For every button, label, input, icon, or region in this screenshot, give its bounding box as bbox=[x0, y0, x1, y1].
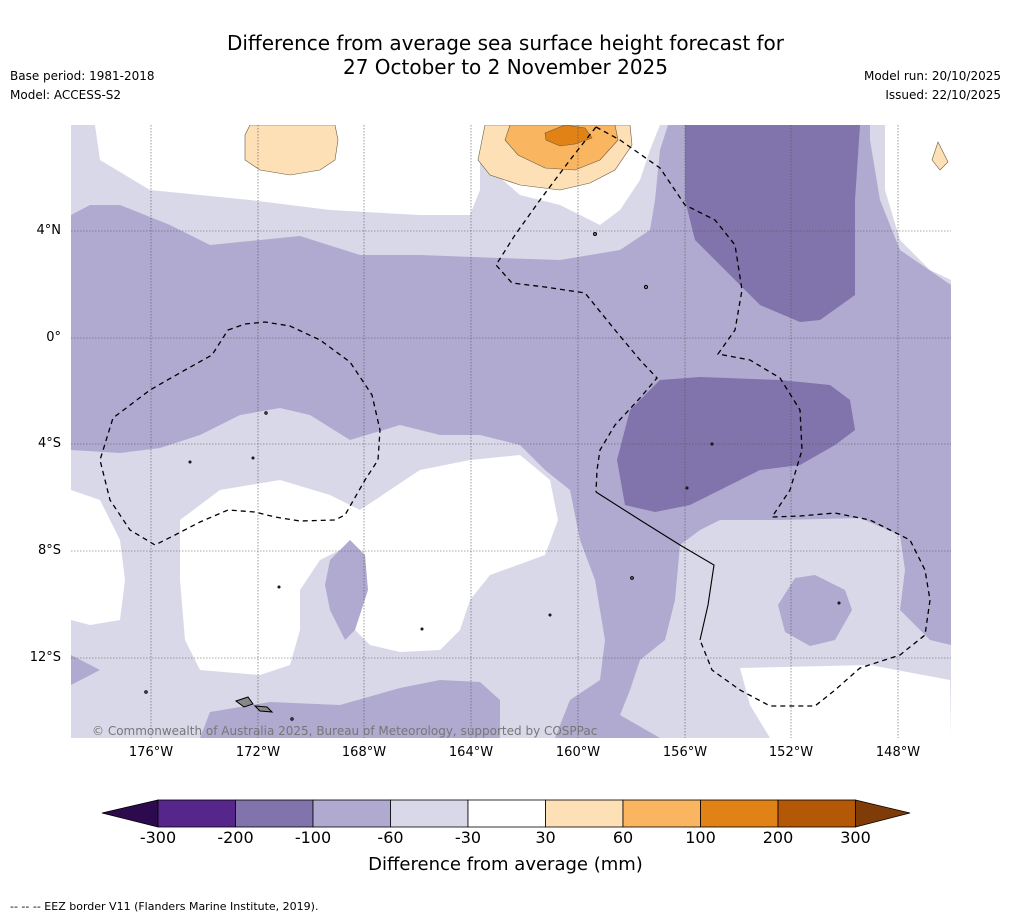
eez-solid-border bbox=[595, 491, 715, 641]
band-neg60-neg100-blob-east bbox=[778, 575, 852, 646]
lon-label-172w: 172°W bbox=[235, 745, 281, 760]
island-samoa-1 bbox=[234, 696, 254, 708]
title-line-1: Difference from average sea surface heig… bbox=[226, 31, 785, 55]
lon-label-164w: 164°W bbox=[448, 745, 494, 760]
island-dot bbox=[188, 460, 192, 464]
island-dot bbox=[630, 576, 634, 580]
band-neg100-neg200-central bbox=[617, 377, 855, 512]
colorbar-swatch-8 bbox=[700, 799, 779, 828]
band-neg60-neg100-southwest bbox=[71, 655, 100, 685]
colorbar-swatch-5 bbox=[467, 799, 546, 828]
colorbar-swatch-3 bbox=[312, 799, 391, 828]
issued-text: Issued: 22/10/2025 bbox=[885, 88, 1001, 102]
model-text: Model: ACCESS-S2 bbox=[10, 88, 122, 102]
colorbar-swatch-6 bbox=[545, 799, 624, 828]
title-line-2: 27 October to 2 November 2025 bbox=[342, 55, 669, 79]
band-neutral-south bbox=[180, 455, 558, 675]
eez-footnote: -- -- -- EEZ border V11 (Flanders Marine… bbox=[10, 900, 319, 913]
island-dot bbox=[710, 442, 714, 446]
colorbar-swatch-7 bbox=[622, 799, 701, 828]
lat-label-8s: 8°S bbox=[37, 543, 61, 558]
graticule bbox=[71, 125, 951, 738]
band-neutral-northeast bbox=[885, 125, 951, 280]
colorbar-tick-label: -100 bbox=[294, 828, 332, 847]
colorbar-tick-label: 100 bbox=[685, 828, 716, 847]
colorbar-swatch-2 bbox=[235, 799, 314, 828]
lat-label-12s: 12°S bbox=[29, 650, 61, 665]
lat-label-4s: 4°S bbox=[37, 436, 61, 451]
colorbar-tick-label: -300 bbox=[139, 828, 177, 847]
eez-kiribati-line-north bbox=[595, 126, 931, 707]
colorbar-swatch-1 bbox=[157, 799, 236, 828]
model-run-text: Model run: 20/10/2025 bbox=[863, 69, 1001, 83]
map-title: Difference from average sea surface heig… bbox=[0, 31, 1011, 79]
band-neg60-neg100-south bbox=[200, 680, 500, 738]
meta-left: Base period: 1981-2018 Model: ACCESS-S2 bbox=[10, 67, 155, 105]
band-neg60-neg100 bbox=[71, 125, 951, 738]
band-pos30-pos60-east bbox=[931, 141, 949, 171]
colorbar-over-arrow bbox=[855, 799, 911, 828]
island-dot bbox=[277, 585, 281, 589]
island-dot bbox=[290, 717, 294, 721]
colorbar-swatch-9 bbox=[777, 799, 856, 828]
colorbar-tick-label: 200 bbox=[762, 828, 794, 847]
colorbar-tick-label: -30 bbox=[454, 828, 482, 847]
lat-label-0: 0° bbox=[46, 330, 61, 345]
lat-label-4n: 4°N bbox=[36, 223, 62, 238]
eez-kiribati-gilbert-phoenix bbox=[99, 321, 381, 546]
colorbar-tick-label: 30 bbox=[535, 828, 556, 847]
island-dot bbox=[685, 486, 689, 490]
lon-label-176w: 176°W bbox=[128, 745, 174, 760]
colorbar-tick-label: -200 bbox=[217, 828, 254, 847]
lon-label-148w: 148°W bbox=[875, 745, 921, 760]
colorbar bbox=[101, 799, 911, 828]
lon-label-156w: 156°W bbox=[662, 745, 708, 760]
eez-borders bbox=[99, 126, 931, 707]
band-neutral-west bbox=[71, 490, 125, 625]
map-area bbox=[71, 125, 951, 738]
colorbar-tick-label: 60 bbox=[612, 828, 634, 847]
islands bbox=[144, 232, 841, 721]
base-period-text: Base period: 1981-2018 bbox=[10, 69, 155, 83]
eez-northern-boundary bbox=[495, 126, 658, 493]
band-neg100-neg200-north bbox=[685, 125, 860, 322]
lon-label-168w: 168°W bbox=[341, 745, 387, 760]
island-dot bbox=[144, 690, 148, 694]
island-dot bbox=[251, 456, 255, 460]
lon-label-160w: 160°W bbox=[555, 745, 601, 760]
colorbar-title: Difference from average (mm) bbox=[368, 854, 643, 875]
colorbar-tick-label: -60 bbox=[377, 828, 404, 847]
band-pos30-pos60-west bbox=[244, 125, 339, 176]
meta-right: Model run: 20/10/2025 Issued: 22/10/2025 bbox=[864, 67, 1001, 105]
band-neg60-neg100-blob-west bbox=[325, 540, 368, 640]
island-dot bbox=[593, 232, 597, 236]
band-neutral-southeast bbox=[740, 665, 951, 738]
island-dot bbox=[264, 411, 268, 415]
island-dot bbox=[420, 627, 424, 631]
lon-label-152w: 152°W bbox=[768, 745, 814, 760]
island-dot bbox=[643, 284, 649, 290]
island-dot bbox=[548, 613, 552, 617]
island-samoa-2 bbox=[253, 705, 274, 713]
copyright-notice: © Commonwealth of Australia 2025, Bureau… bbox=[92, 724, 598, 738]
colorbar-tick-label: 300 bbox=[840, 828, 871, 847]
colorbar-under-arrow bbox=[101, 799, 159, 828]
island-dot bbox=[837, 601, 841, 605]
colorbar-swatch-4 bbox=[390, 799, 469, 828]
band-pos100-pos200-central bbox=[544, 125, 593, 147]
